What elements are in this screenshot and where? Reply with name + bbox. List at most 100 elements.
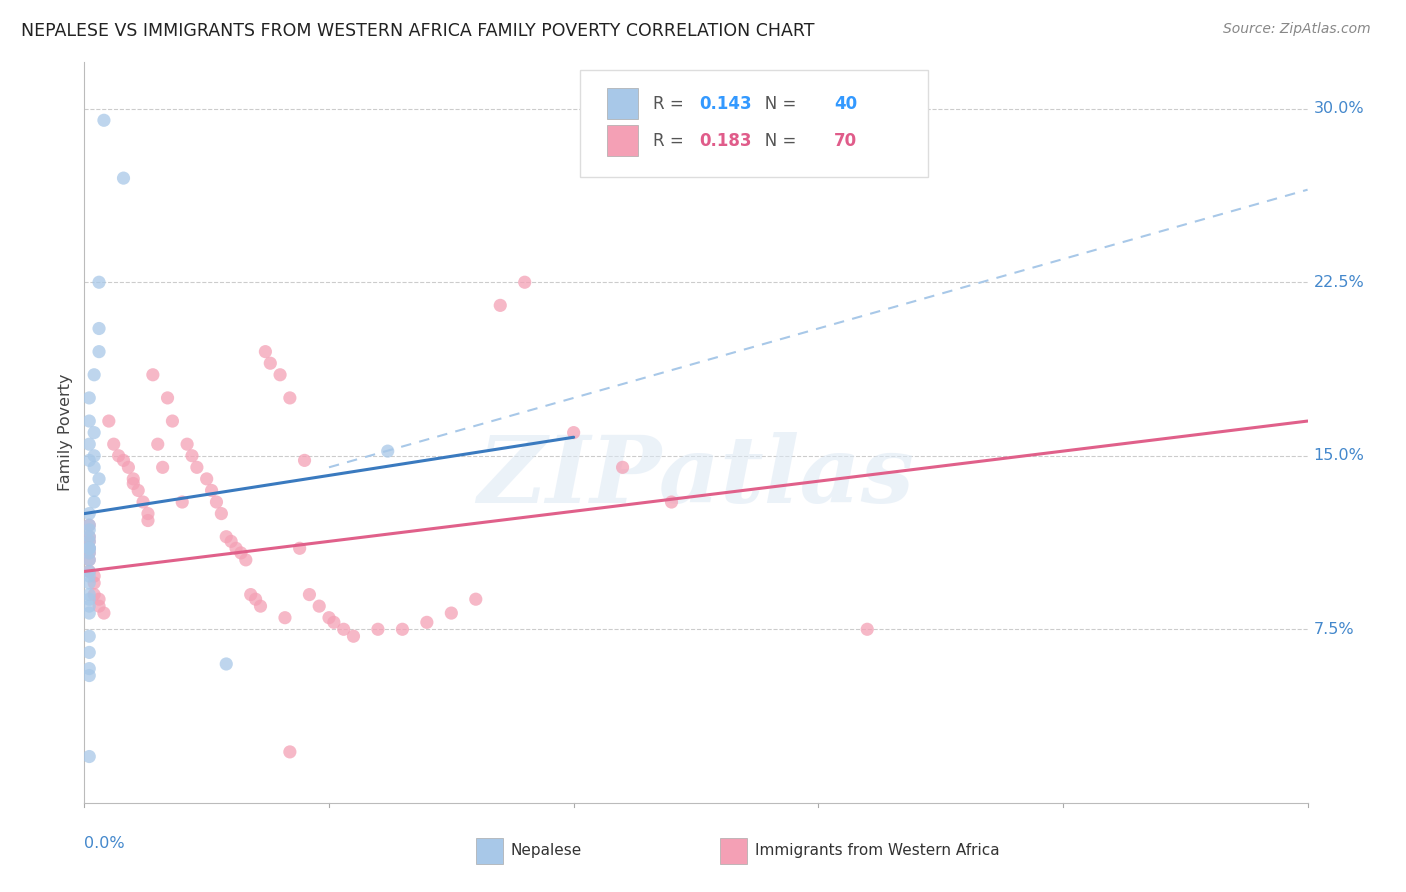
Point: [278, 745, 301, 759]
Point: [249, 599, 271, 614]
Point: [136, 507, 159, 521]
Point: [856, 622, 879, 636]
Point: [77, 523, 100, 537]
Point: [195, 472, 218, 486]
Point: [77, 629, 100, 643]
Point: [152, 460, 174, 475]
Point: [83, 460, 105, 475]
Point: [87, 275, 110, 289]
Point: [288, 541, 311, 556]
Point: [562, 425, 585, 440]
Point: [162, 414, 184, 428]
Point: [83, 449, 105, 463]
Text: 0.0%: 0.0%: [84, 836, 125, 851]
Text: Immigrants from Western Africa: Immigrants from Western Africa: [755, 844, 1000, 858]
Point: [77, 592, 100, 607]
Point: [122, 472, 145, 486]
Point: [77, 588, 100, 602]
Point: [254, 344, 277, 359]
Text: N =: N =: [748, 95, 801, 113]
Text: ZIPatlas: ZIPatlas: [478, 432, 914, 522]
Point: [77, 518, 100, 533]
Point: [87, 472, 110, 486]
Point: [215, 657, 238, 671]
Point: [322, 615, 344, 630]
Point: [440, 606, 463, 620]
Point: [259, 356, 281, 370]
Point: [83, 483, 105, 498]
Point: [77, 606, 100, 620]
Point: [77, 668, 100, 682]
Point: [229, 546, 252, 560]
Point: [142, 368, 165, 382]
Point: [377, 444, 399, 458]
Text: 40: 40: [834, 95, 858, 113]
Point: [87, 599, 110, 614]
Text: 0.143: 0.143: [700, 95, 752, 113]
Point: [176, 437, 198, 451]
Point: [416, 615, 439, 630]
Point: [87, 592, 110, 607]
Point: [205, 495, 228, 509]
Point: [77, 530, 100, 544]
Point: [77, 530, 100, 544]
FancyBboxPatch shape: [475, 838, 503, 864]
Point: [661, 495, 683, 509]
Point: [77, 553, 100, 567]
Point: [342, 629, 364, 643]
Point: [93, 113, 115, 128]
Text: 70: 70: [834, 132, 858, 150]
Point: [87, 344, 110, 359]
Point: [186, 460, 208, 475]
Point: [200, 483, 222, 498]
Point: [269, 368, 291, 382]
Point: [172, 495, 194, 509]
Point: [77, 414, 100, 428]
Point: [612, 460, 634, 475]
Point: [77, 453, 100, 467]
Point: [112, 171, 135, 186]
Point: [391, 622, 413, 636]
Point: [77, 546, 100, 560]
Point: [112, 453, 135, 467]
Point: [215, 530, 238, 544]
Point: [93, 606, 115, 620]
FancyBboxPatch shape: [606, 88, 638, 120]
Point: [77, 518, 100, 533]
Point: [77, 565, 100, 579]
Text: Source: ZipAtlas.com: Source: ZipAtlas.com: [1223, 22, 1371, 37]
Point: [83, 588, 105, 602]
Point: [367, 622, 389, 636]
Point: [278, 391, 301, 405]
Text: R =: R =: [654, 132, 689, 150]
Point: [146, 437, 169, 451]
Point: [77, 541, 100, 556]
Point: [127, 483, 149, 498]
Point: [513, 275, 536, 289]
Point: [181, 449, 204, 463]
Point: [294, 453, 316, 467]
Point: [298, 588, 321, 602]
Point: [239, 588, 262, 602]
Point: [83, 368, 105, 382]
Text: 7.5%: 7.5%: [1313, 622, 1354, 637]
Point: [245, 592, 267, 607]
Y-axis label: Family Poverty: Family Poverty: [58, 374, 73, 491]
Text: NEPALESE VS IMMIGRANTS FROM WESTERN AFRICA FAMILY POVERTY CORRELATION CHART: NEPALESE VS IMMIGRANTS FROM WESTERN AFRI…: [21, 22, 814, 40]
Point: [332, 622, 354, 636]
Point: [77, 541, 100, 556]
Point: [77, 546, 100, 560]
Point: [107, 449, 129, 463]
Point: [83, 495, 105, 509]
Text: 15.0%: 15.0%: [1313, 449, 1365, 463]
Point: [77, 534, 100, 549]
Point: [103, 437, 125, 451]
FancyBboxPatch shape: [720, 838, 748, 864]
Text: N =: N =: [748, 132, 801, 150]
Text: Nepalese: Nepalese: [510, 844, 581, 858]
Point: [219, 534, 242, 549]
Point: [77, 437, 100, 451]
Point: [156, 391, 179, 405]
Point: [77, 645, 100, 659]
Point: [225, 541, 247, 556]
